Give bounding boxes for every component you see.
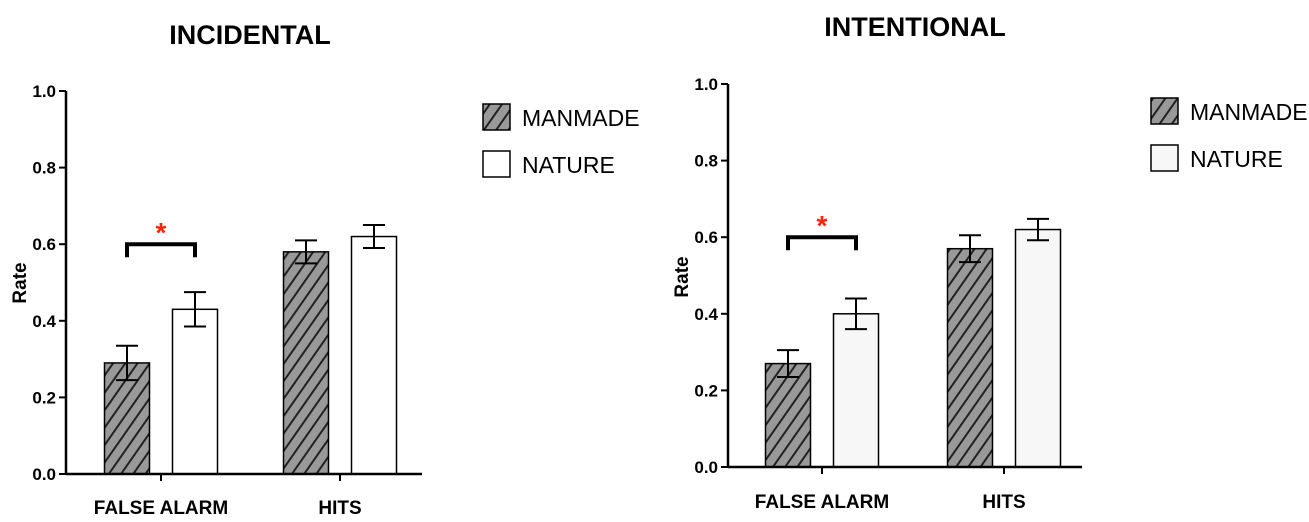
significance-bracket (786, 235, 858, 251)
y-axis-label: Rate (672, 256, 693, 297)
x-tick-label: HITS (982, 492, 1025, 513)
bar-nature-false-alarm (171, 308, 219, 475)
legend-swatch-manmade (1150, 97, 1179, 125)
chart-title: INTENTIONAL (824, 12, 1006, 42)
x-tick-label: FALSE ALARM (755, 492, 889, 513)
legend: MANMADE NATURE (1150, 97, 1308, 172)
legend-swatch-manmade (482, 103, 511, 131)
plot-area: FALSE ALARM HITS * 0.0 0.2 0.4 0.6 0.8 1.0 (32, 82, 422, 519)
legend-label-nature: NATURE (522, 152, 615, 178)
bar-nature-hits (350, 235, 398, 475)
bar-nature-false-alarm (832, 313, 880, 468)
significance-marker: * (817, 210, 828, 241)
bar-nature-hits (1014, 228, 1062, 468)
y-tick-label: 1.0 (32, 82, 56, 101)
y-tick-label: 0.4 (694, 305, 718, 324)
chart-title: INCIDENTAL (169, 20, 331, 50)
y-tick-label: 0.4 (32, 312, 56, 331)
chart-intentional: INTENTIONAL Rate FALSE ALARM HITS * 0.0 0.2 0… (672, 12, 1308, 513)
x-tick-label: HITS (318, 498, 361, 519)
significance-marker: * (156, 217, 167, 248)
legend-swatch-nature (1150, 144, 1179, 172)
legend-label-manmade: MANMADE (1190, 99, 1308, 125)
y-tick-label: 0.0 (694, 458, 718, 477)
legend-swatch-nature (482, 150, 511, 178)
y-tick-label: 0.8 (694, 152, 718, 171)
chart-incidental: INCIDENTAL Rate FALSE ALARM HITS * 0.0 0.2 0.… (10, 20, 640, 519)
bar-manmade-false-alarm (764, 362, 812, 468)
bar-manmade-false-alarm (103, 362, 151, 475)
y-tick-label: 0.6 (694, 228, 718, 247)
legend-label-nature: NATURE (1190, 146, 1283, 172)
y-tick-label: 0.8 (32, 159, 56, 178)
y-tick-label: 1.0 (694, 75, 718, 94)
y-tick-label: 0.2 (32, 388, 56, 407)
legend: MANMADE NATURE (482, 103, 640, 178)
bar-manmade-hits (282, 251, 330, 475)
y-axis-label: Rate (10, 262, 31, 303)
y-tick-label: 0.6 (32, 235, 56, 254)
y-tick-label: 0.2 (694, 381, 718, 400)
bar-manmade-hits (946, 247, 994, 468)
plot-area: FALSE ALARM HITS * 0.0 0.2 0.4 0.6 0.8 1.0 (694, 75, 1082, 513)
x-tick-label: FALSE ALARM (94, 498, 228, 519)
legend-label-manmade: MANMADE (522, 105, 640, 131)
y-tick-label: 0.0 (32, 465, 56, 484)
significance-bracket (125, 242, 197, 258)
